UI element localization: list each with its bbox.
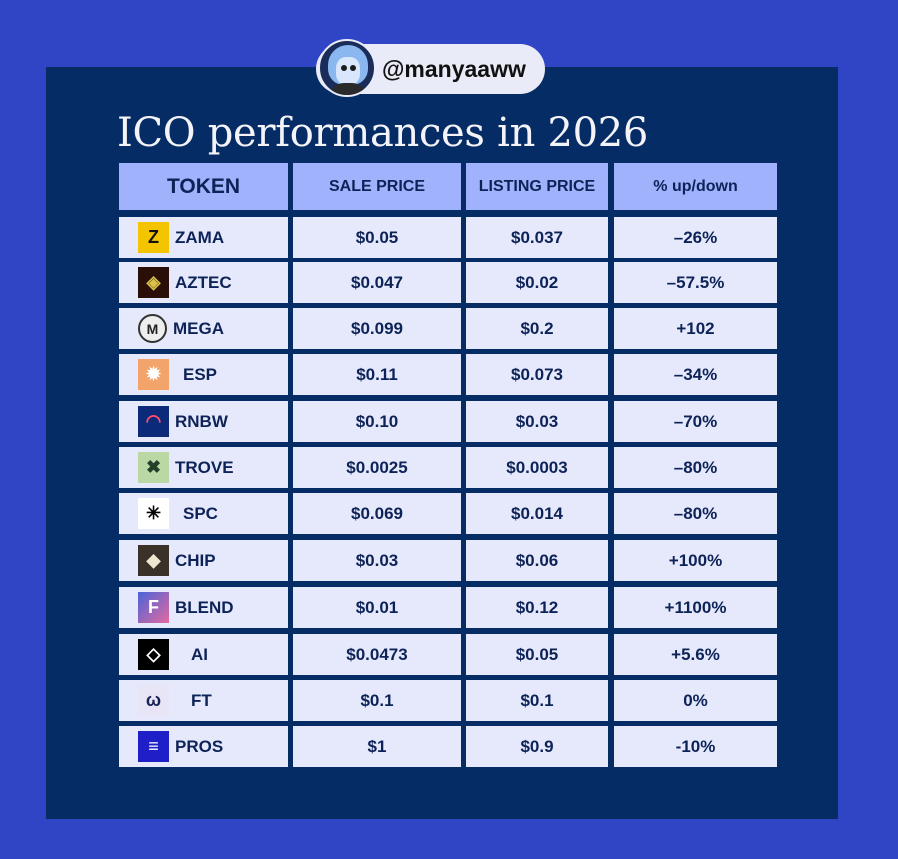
table-row-token: ✖ TROVE [119,447,288,488]
token-name: CHIP [175,550,216,570]
token-name: FT [191,690,212,710]
token-name: MEGA [173,318,224,338]
table-cell-sale-price: $0.1 [293,680,461,721]
token-name: RNBW [175,411,228,431]
table-cell-sale-price: $0.05 [293,217,461,258]
table-cell-sale-price: $0.069 [293,493,461,534]
table-cell-change: +102 [614,308,777,349]
token-name: ZAMA [175,227,225,247]
table-cell-sale-price: $1 [293,726,461,767]
table-cell-listing-price: $0.073 [466,354,608,395]
table-cell-change: -10% [614,726,777,767]
table-cell-change: –34% [614,354,777,395]
table-cell-listing-price: $0.037 [466,217,608,258]
token-name: AI [191,644,208,664]
table-cell-change: +1100% [614,587,777,628]
table-cell-sale-price: $0.03 [293,540,461,581]
table-row-token: ✹ ESP [119,354,288,395]
header-col-listing-price: LISTING PRICE [466,163,608,210]
table-cell-listing-price: $0.03 [466,401,608,442]
table-cell-listing-price: $0.02 [466,262,608,303]
table-cell-listing-price: $0.1 [466,680,608,721]
pros-logo-icon: ≡ [138,731,169,762]
table-cell-listing-price: $0.12 [466,587,608,628]
table-row-token: F BLEND [119,587,288,628]
esp-logo-icon: ✹ [138,359,169,390]
table-cell-listing-price: $0.2 [466,308,608,349]
table-row-token: ≡ PROS [119,726,288,767]
table-row-token: Z ZAMA [119,217,288,258]
blend-logo-icon: F [138,592,169,623]
table-cell-listing-price: $0.0003 [466,447,608,488]
author-badge[interactable]: @manyaaww [316,39,545,97]
zama-logo-icon: Z [138,222,169,253]
token-name: TROVE [175,457,234,477]
token-name: ESP [183,364,218,384]
table-cell-sale-price: $0.11 [293,354,461,395]
table-row-token: ◈ AZTEC [119,262,288,303]
mega-logo-icon: M [138,314,167,343]
ft-logo-icon: ω [138,685,169,716]
table-cell-listing-price: $0.9 [466,726,608,767]
table-cell-listing-price: $0.014 [466,493,608,534]
table-cell-sale-price: $0.0473 [293,634,461,675]
header-col-token: TOKEN [119,163,288,210]
token-name: AZTEC [175,272,232,292]
header-col-change: % up/down [614,163,777,210]
aztec-logo-icon: ◈ [138,267,169,298]
table-cell-sale-price: $0.01 [293,587,461,628]
table-cell-change: –80% [614,447,777,488]
table-cell-sale-price: $0.047 [293,262,461,303]
table-row-token: ✳ SPC [119,493,288,534]
table-cell-listing-price: $0.05 [466,634,608,675]
avatar[interactable] [318,39,376,97]
spc-logo-icon: ✳ [138,498,169,529]
table-cell-change: –57.5% [614,262,777,303]
author-handle: @manyaaww [382,55,526,82]
table-cell-change: 0% [614,680,777,721]
token-name: PROS [175,736,224,756]
table-row-token: M MEGA [119,308,288,349]
rainbow-logo-icon: ◠ [138,406,169,437]
table-cell-change: +5.6% [614,634,777,675]
table-cell-change: –70% [614,401,777,442]
table-row-token: ◆ CHIP [119,540,288,581]
token-name: BLEND [175,597,234,617]
page-title: ICO performances in 2026 [117,110,649,156]
chip-logo-icon: ◆ [138,545,169,576]
table-cell-change: –80% [614,493,777,534]
table-cell-change: –26% [614,217,777,258]
table-cell-change: +100% [614,540,777,581]
table-row-token: ω FT [119,680,288,721]
table-cell-listing-price: $0.06 [466,540,608,581]
table-row-token: ◠ RNBW [119,401,288,442]
trove-logo-icon: ✖ [138,452,169,483]
table-cell-sale-price: $0.0025 [293,447,461,488]
header-col-sale-price: SALE PRICE [293,163,461,210]
ai-logo-icon: ◇ [138,639,169,670]
table-cell-sale-price: $0.10 [293,401,461,442]
table-cell-sale-price: $0.099 [293,308,461,349]
token-name: SPC [183,503,218,523]
table-row-token: ◇ AI [119,634,288,675]
